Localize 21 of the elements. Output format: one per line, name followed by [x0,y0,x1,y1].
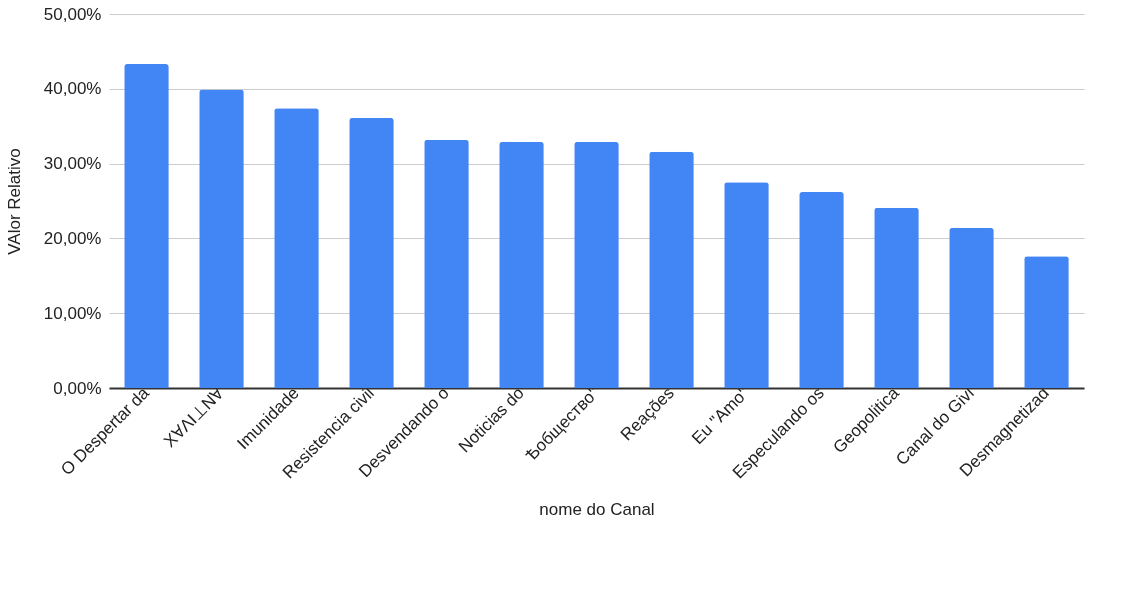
bar [424,139,469,388]
bar [499,141,544,388]
bar [1024,256,1069,388]
bar [274,108,319,388]
y-tick-label: 10,00% [43,303,102,323]
bar [874,207,919,388]
x-axis-title: nome do Canal [539,499,655,519]
y-tick-label: 20,00% [43,228,102,248]
y-tick-label: 0,00% [53,378,102,398]
y-tick-label: 40,00% [43,79,102,99]
bar [799,192,844,388]
bar [649,151,694,388]
bar [949,227,994,388]
y-axis-title: VAlor Relativo [4,148,24,255]
bar [724,182,769,388]
bar [574,141,619,388]
bar [349,117,394,388]
bar [199,89,244,388]
y-tick-label: 30,00% [43,154,102,174]
bar [124,64,169,388]
y-tick-label: 50,00% [43,4,102,24]
